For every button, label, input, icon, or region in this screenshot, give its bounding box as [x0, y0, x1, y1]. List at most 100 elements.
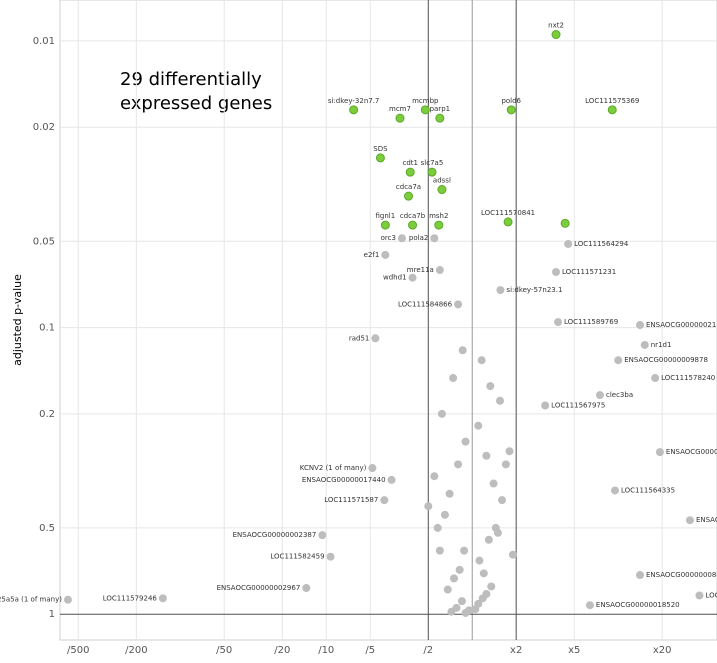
point	[496, 396, 505, 405]
y-tick-label: 1	[49, 609, 55, 620]
point-label: e2f1	[364, 251, 380, 259]
point-label: nxt2	[548, 22, 564, 30]
plot-panel	[59, 0, 717, 641]
point	[498, 496, 507, 505]
annotation: expressed genes	[120, 93, 272, 114]
point	[318, 531, 327, 540]
point	[380, 220, 390, 230]
y-tick-label: 0.05	[33, 236, 55, 247]
point	[489, 479, 498, 488]
point	[635, 321, 644, 330]
point	[635, 571, 644, 580]
point	[395, 113, 405, 123]
point-label: LOC111564335	[621, 486, 675, 494]
point	[486, 382, 495, 391]
point-label: adssl	[433, 177, 451, 185]
x-tick-label: x20	[653, 645, 672, 656]
point	[449, 374, 458, 383]
point	[380, 496, 389, 505]
x-tick-label: x2	[510, 645, 522, 656]
point-label: LOC111589769	[564, 318, 618, 326]
point-label: LOC111579246	[103, 594, 158, 602]
point-label: ENSAOCG00000023471	[696, 516, 717, 524]
point-label: LOC111571587	[324, 496, 378, 504]
point	[505, 447, 514, 456]
point	[430, 472, 439, 481]
point	[387, 475, 396, 484]
y-tick-label: 0.1	[39, 323, 55, 334]
point-label: orc3	[381, 234, 396, 242]
point-label: msh2	[429, 212, 448, 220]
point	[610, 486, 619, 495]
point	[607, 105, 617, 115]
point	[371, 334, 380, 343]
x-tick-label: /500	[67, 645, 89, 656]
point	[651, 374, 660, 383]
point-label: rad51	[349, 334, 370, 342]
point	[655, 448, 664, 457]
point	[640, 340, 649, 349]
point-label: cdt1	[402, 159, 418, 167]
point	[368, 464, 377, 473]
point-label: pola2	[409, 234, 428, 242]
point	[695, 591, 704, 600]
point	[437, 185, 447, 195]
point	[482, 451, 491, 460]
point-label: ENSAOCG00000009878	[624, 356, 708, 364]
x-tick-label: /2	[423, 645, 433, 656]
point	[435, 546, 444, 555]
y-tick-label: 0.01	[33, 36, 55, 47]
x-tick-label: /5	[365, 645, 375, 656]
point	[433, 523, 442, 532]
y-tick-label: 0.5	[39, 523, 55, 534]
point	[551, 30, 561, 40]
point-label: LOC111578240	[661, 374, 715, 382]
point-label: ENSAOCG00000017440	[302, 476, 386, 484]
point	[484, 535, 493, 544]
point-label: mcmbp	[412, 97, 439, 105]
y-tick-label: 0.02	[33, 122, 55, 133]
point	[435, 266, 444, 275]
point	[445, 489, 454, 498]
point-label: fignl1	[376, 212, 396, 220]
point	[464, 606, 473, 615]
point	[455, 565, 464, 574]
point	[501, 460, 510, 469]
point	[452, 603, 461, 612]
point-label: LOC111567975	[551, 401, 605, 409]
x-tick-label: x5	[568, 645, 580, 656]
point	[408, 273, 417, 282]
point	[493, 528, 502, 537]
point-label: ENSAOCG00000021133	[646, 321, 717, 329]
point-label: cdca7b	[400, 212, 426, 220]
annotation: 29 differentially	[120, 69, 262, 90]
point	[541, 401, 550, 410]
point	[458, 346, 467, 355]
point	[63, 595, 72, 604]
point	[420, 105, 430, 115]
point-label: ENSAOCG00000002387	[233, 531, 317, 539]
point	[326, 552, 335, 561]
point	[435, 113, 445, 123]
point-label: pold6	[501, 97, 521, 105]
point-label: ENSAOCG00000001424	[666, 448, 717, 456]
point	[479, 569, 488, 578]
point	[585, 601, 594, 610]
point-label: si:dkey-57n23.1	[506, 286, 562, 294]
x-tick-label: /20	[274, 645, 290, 656]
point	[496, 286, 505, 295]
point	[560, 218, 570, 228]
point-label: KCNV2 (1 of many)	[300, 464, 367, 472]
point	[475, 556, 484, 565]
point	[506, 105, 516, 115]
point-label: LOC111564294	[574, 240, 629, 248]
point-label: slc25a5a (1 of many)	[0, 596, 62, 604]
point	[508, 550, 517, 559]
point-label: mre11a	[407, 266, 434, 274]
point-label: clec3ba	[606, 391, 633, 399]
point	[454, 460, 463, 469]
point	[440, 510, 449, 519]
point	[397, 234, 406, 243]
point	[614, 356, 623, 365]
